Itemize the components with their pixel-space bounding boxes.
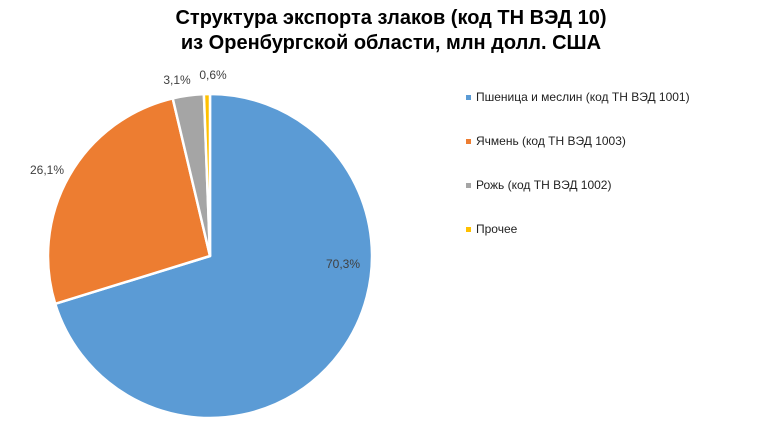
pie-slice-2 (46, 97, 212, 306)
data-label-1: 70,3% (326, 257, 360, 271)
legend-label-2: Ячмень (код ТН ВЭД 1003) (476, 134, 626, 148)
data-label-2: 26,1% (30, 163, 64, 177)
legend-swatch-4 (466, 227, 471, 232)
pie-slice-1 (53, 92, 374, 420)
legend-label-3: Рожь (код ТН ВЭД 1002) (476, 178, 612, 192)
data-label-4: 0,6% (199, 68, 227, 82)
legend-label-4: Прочее (476, 222, 518, 236)
legend-item-2: Ячмень (код ТН ВЭД 1003) (466, 134, 690, 178)
chart-title-line-1: Структура экспорта злаков (код ТН ВЭД 10… (175, 7, 607, 29)
legend-swatch-3 (466, 183, 471, 188)
data-label-3: 3,1% (163, 73, 191, 87)
chart-title: Структура экспорта злаков (код ТН ВЭД 10… (0, 6, 782, 56)
legend-swatch-1 (466, 95, 471, 100)
legend-swatch-2 (466, 139, 471, 144)
legend-item-4: Прочее (466, 222, 690, 266)
chart-title-line-2: из Оренбургской области, млн долл. США (180, 32, 602, 54)
chart-legend: Пшеница и меслин (код ТН ВЭД 1001) Ячмень… (466, 90, 690, 266)
pie-slice-4 (202, 92, 212, 258)
legend-label-1: Пшеница и меслин (код ТН ВЭД 1001) (476, 90, 690, 104)
legend-item-1: Пшеница и меслин (код ТН ВЭД 1001) (466, 90, 690, 134)
legend-item-3: Рожь (код ТН ВЭД 1002) (466, 178, 690, 222)
